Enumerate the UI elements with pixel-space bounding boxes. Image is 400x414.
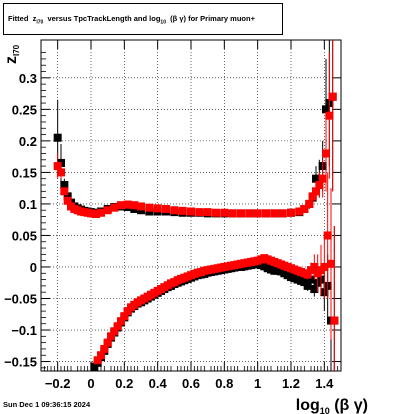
data-point — [170, 206, 179, 215]
data-point — [87, 209, 95, 218]
data-point — [63, 192, 72, 201]
data-point — [63, 196, 72, 205]
data-point — [120, 312, 129, 321]
data-point — [97, 351, 105, 360]
data-point — [303, 270, 312, 279]
data-point — [295, 207, 304, 216]
x-tick-label: 1.4 — [315, 376, 334, 391]
x-axis-title: log10 (β γ) — [296, 397, 368, 414]
data-point — [305, 199, 314, 208]
y-tick-label: 0.2 — [19, 134, 37, 149]
data-point — [203, 208, 212, 217]
data-point — [327, 259, 335, 268]
chart-title: Fitted zI70 versus TpcTrackLength and lo… — [8, 14, 255, 26]
data-point — [325, 111, 334, 120]
y-tick-labels: −0.15 −0.1 −0.05 0 0.05 0.1 0.15 0.2 0.25 0.3 — [4, 71, 37, 370]
x-tick-label: 1.2 — [282, 376, 300, 391]
data-point — [315, 181, 324, 190]
data-point — [320, 262, 329, 271]
data-point — [287, 208, 295, 217]
data-point — [137, 202, 145, 211]
data-point — [123, 200, 132, 209]
data-point — [153, 204, 162, 213]
data-point — [110, 203, 119, 212]
data-point — [117, 317, 125, 326]
data-point — [92, 210, 100, 219]
data-point — [97, 208, 105, 217]
y-tick-label: −0.15 — [4, 355, 37, 370]
data-point — [278, 209, 287, 218]
y-tick-label: 0 — [30, 260, 37, 275]
data-point — [245, 209, 254, 218]
data-point — [303, 281, 312, 290]
x-tick-labels: −0.2 0 0.2 0.4 0.6 0.8 1 1.2 1.4 — [45, 376, 334, 391]
data-point — [113, 322, 122, 331]
data-point — [212, 208, 220, 217]
y-tick-label: 0.25 — [12, 102, 37, 117]
data-point — [60, 181, 69, 190]
data-point — [322, 105, 330, 114]
data-point — [60, 187, 69, 196]
data-point — [237, 209, 245, 218]
data-point — [57, 168, 65, 177]
data-point — [312, 187, 320, 196]
data-marks — [53, 40, 339, 371]
title-box: Fitted zI70 versus TpcTrackLength and lo… — [3, 3, 283, 35]
x-tick-label: 0.8 — [215, 376, 233, 391]
data-point — [103, 206, 112, 215]
data-point — [330, 316, 339, 325]
data-point — [307, 275, 315, 284]
data-point — [100, 344, 109, 353]
data-point — [117, 201, 125, 210]
data-point — [310, 262, 319, 271]
y-tick-label: −0.1 — [11, 323, 37, 338]
x-tick-label: 0 — [87, 376, 94, 391]
x-tick-label: 0.6 — [182, 376, 200, 391]
data-point — [328, 92, 337, 101]
y-tick-label: 0.1 — [19, 197, 37, 212]
data-point — [110, 327, 119, 336]
y-tick-label: 0.05 — [12, 228, 37, 243]
x-tick-label: 0.2 — [115, 376, 133, 391]
data-point — [107, 332, 115, 341]
data-point — [53, 162, 62, 171]
date-stamp: Sun Dec 1 09:36:15 2024 — [3, 400, 91, 409]
data-point — [145, 203, 154, 212]
data-point — [322, 149, 330, 158]
y-axis-title: zI70 — [3, 44, 21, 64]
axis-ticks — [41, 40, 341, 371]
data-point — [318, 174, 327, 183]
data-point — [53, 133, 62, 142]
data-point — [187, 207, 195, 216]
data-point — [103, 338, 112, 347]
series-group — [53, 40, 339, 371]
data-point — [178, 206, 187, 215]
data-point — [308, 192, 317, 201]
data-point — [130, 201, 139, 210]
data-point — [270, 209, 279, 218]
y-tick-label: 0.3 — [19, 71, 37, 86]
x-tick-label: −0.2 — [45, 376, 71, 391]
data-point — [310, 285, 319, 294]
x-tick-label: 1 — [254, 376, 261, 391]
data-point — [162, 204, 170, 213]
x-tick-label: 0.4 — [149, 376, 168, 391]
y-tick-label: 0.15 — [12, 165, 37, 180]
data-point — [228, 209, 237, 218]
data-point — [262, 209, 270, 218]
data-point — [253, 209, 262, 218]
data-point — [93, 356, 102, 365]
grid-lines — [41, 40, 341, 371]
data-point — [220, 208, 229, 217]
data-point — [300, 204, 309, 213]
y-tick-label: −0.05 — [4, 291, 37, 306]
data-point — [323, 231, 332, 240]
data-point — [195, 208, 204, 217]
